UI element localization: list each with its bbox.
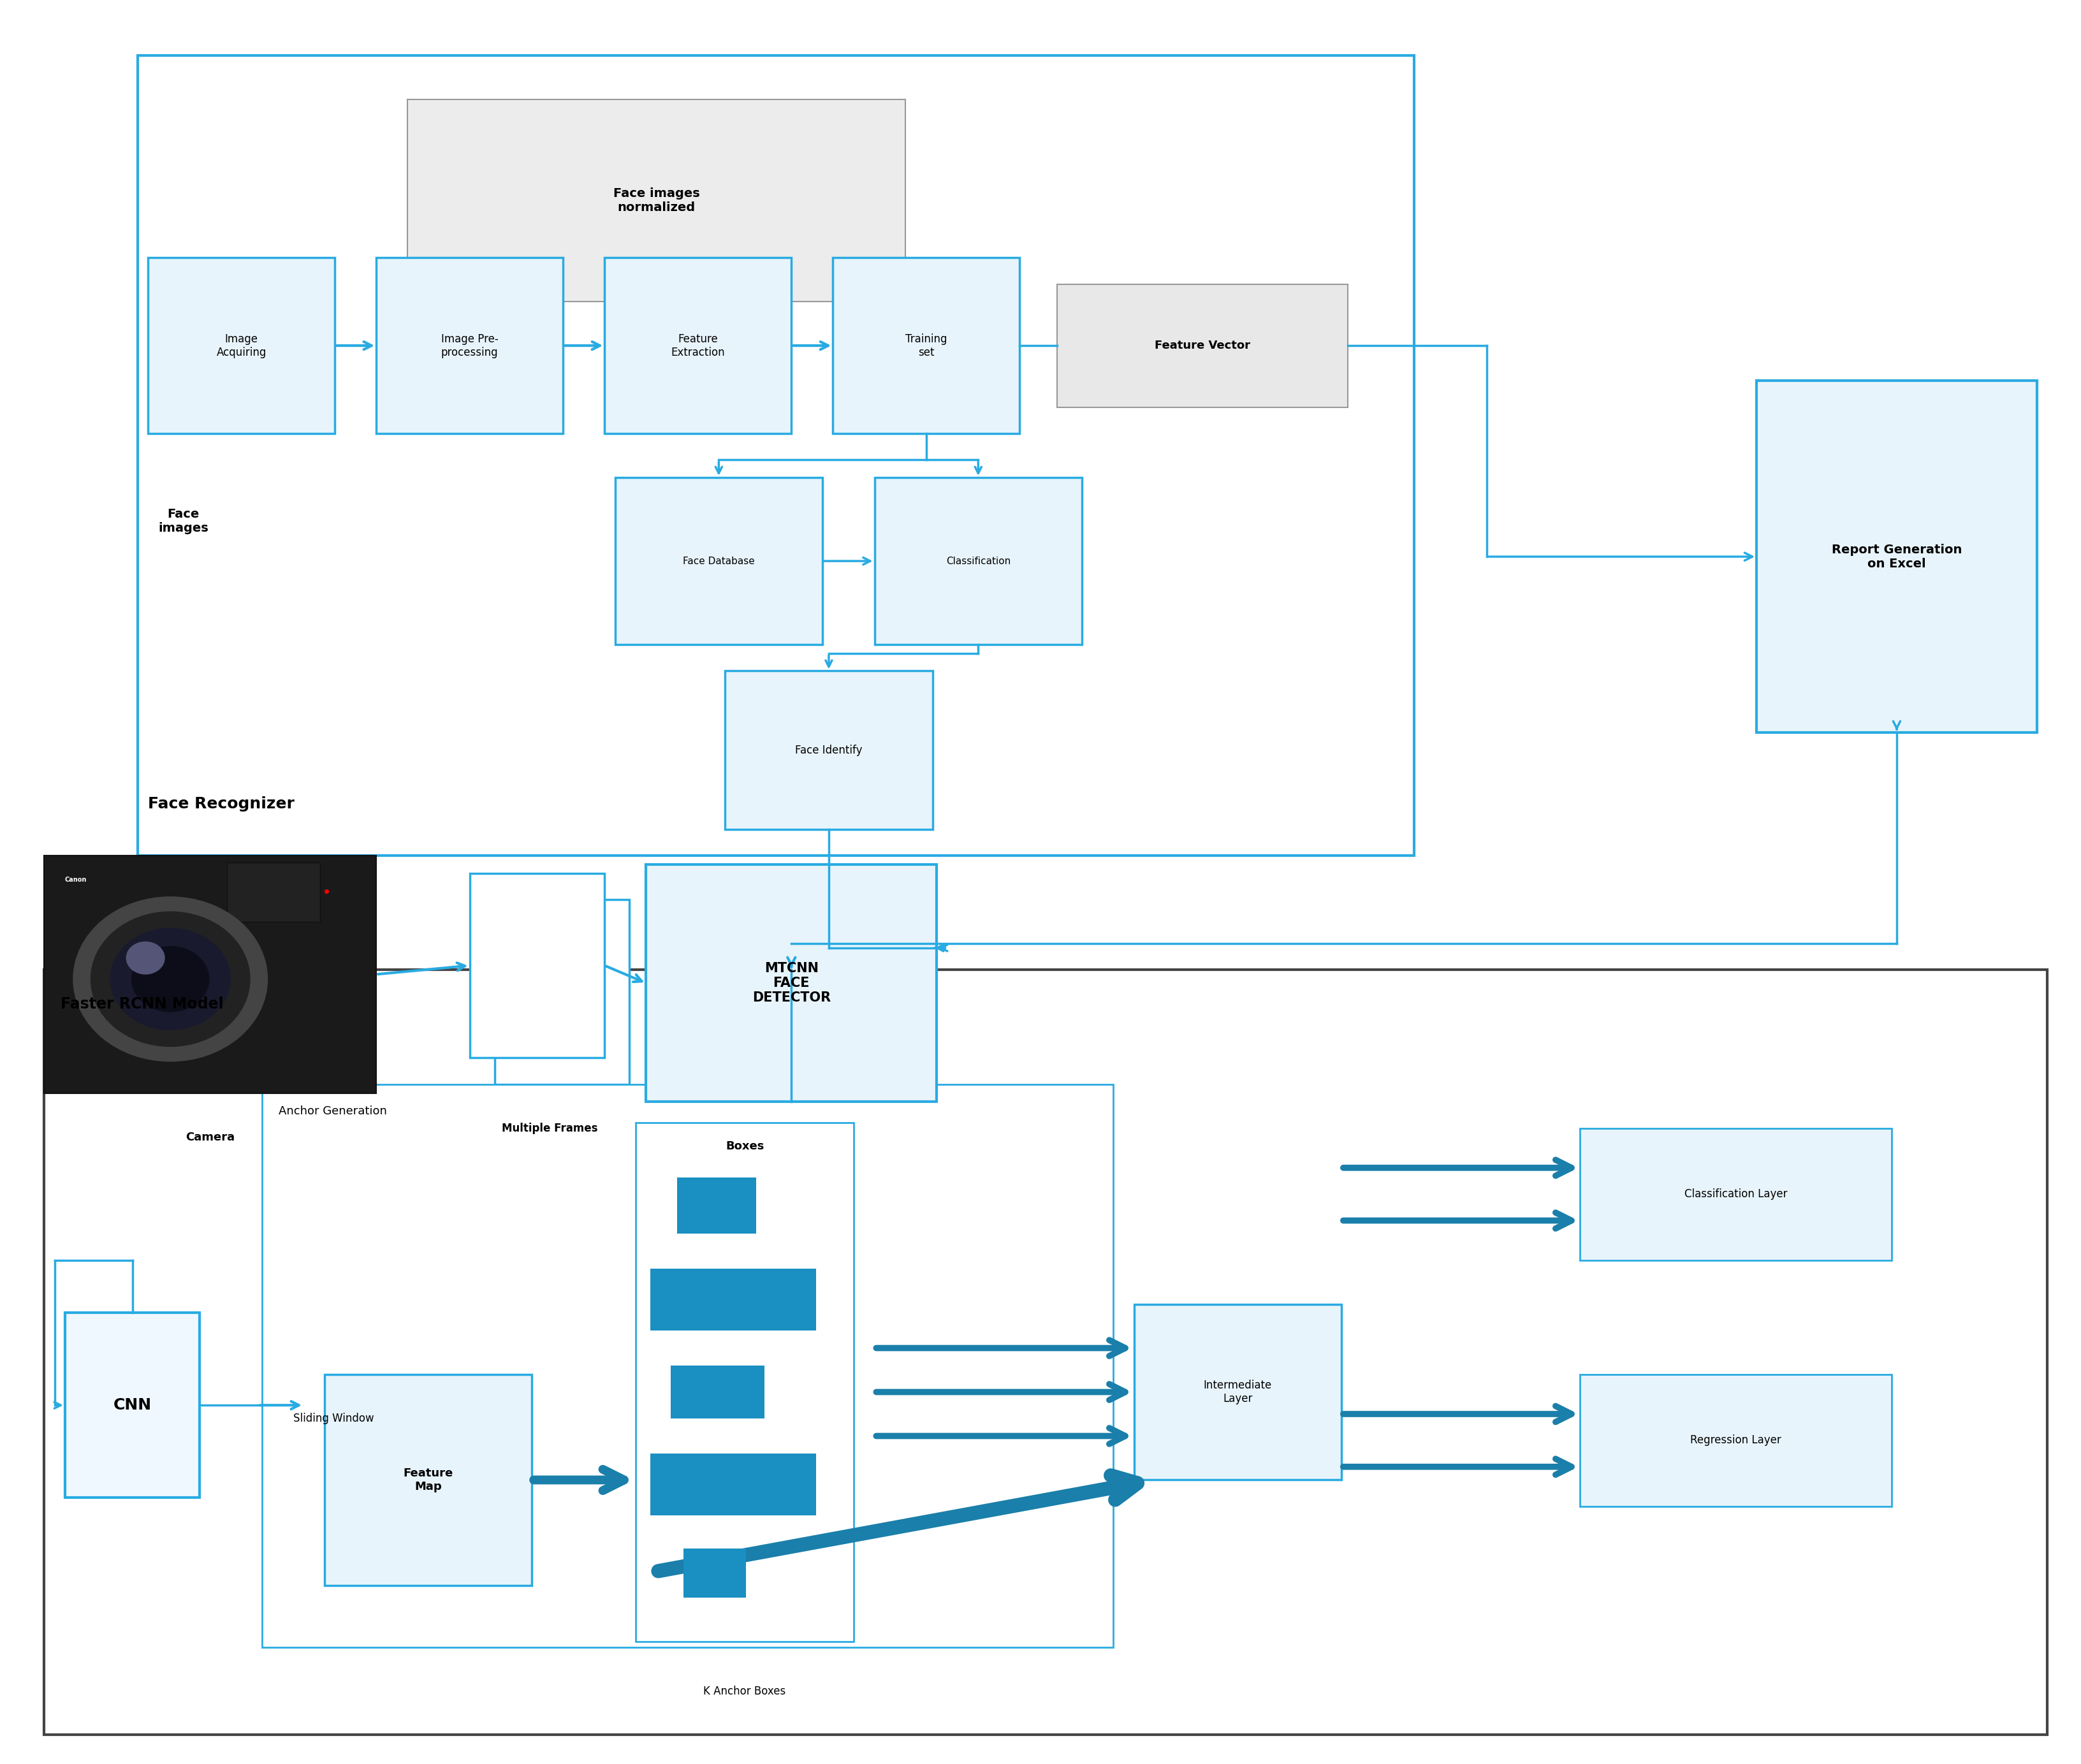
Text: Face Database: Face Database (683, 556, 755, 566)
Bar (874, 478, 1082, 644)
Text: Canon: Canon (65, 877, 87, 884)
Bar (616, 478, 822, 644)
Text: CNN: CNN (112, 1397, 152, 1413)
Text: Multiple Frames: Multiple Frames (502, 1122, 597, 1134)
Circle shape (89, 912, 250, 1046)
Text: Feature
Extraction: Feature Extraction (670, 333, 724, 358)
Bar (1134, 1304, 1342, 1480)
Bar (635, 1124, 853, 1642)
Bar (44, 970, 2048, 1736)
Text: Classification: Classification (947, 556, 1011, 566)
Bar (724, 670, 932, 829)
Bar (670, 1365, 764, 1418)
Bar (377, 258, 564, 434)
Bar (676, 1177, 755, 1233)
Bar (262, 1085, 1113, 1648)
Bar (1756, 381, 2037, 732)
Bar (832, 258, 1020, 434)
Bar (649, 1268, 816, 1330)
Text: Image Pre-
processing: Image Pre- processing (441, 333, 497, 358)
Text: MTCNN
FACE
DETECTOR: MTCNN FACE DETECTOR (751, 961, 830, 1004)
Text: K Anchor Boxes: K Anchor Boxes (703, 1686, 787, 1697)
Text: Intermediate
Layer: Intermediate Layer (1203, 1379, 1271, 1404)
Bar (325, 1374, 533, 1586)
Text: Feature
Map: Feature Map (404, 1468, 454, 1492)
Bar (470, 873, 606, 1058)
Circle shape (131, 946, 210, 1013)
Circle shape (127, 942, 164, 974)
Text: Report Generation
on Excel: Report Generation on Excel (1831, 543, 1962, 570)
Text: Boxes: Boxes (726, 1141, 764, 1152)
Bar (645, 864, 936, 1102)
Circle shape (110, 928, 231, 1030)
Bar (1057, 284, 1348, 407)
Bar (408, 99, 905, 302)
Text: Face
images: Face images (158, 508, 208, 534)
Text: Anchor Generation: Anchor Generation (279, 1106, 387, 1117)
Text: Face Identify: Face Identify (795, 744, 862, 755)
Text: Sliding Window: Sliding Window (293, 1413, 375, 1424)
Bar (683, 1549, 745, 1598)
Text: Training
set: Training set (905, 333, 947, 358)
Bar (44, 856, 377, 1094)
Text: Feature Vector: Feature Vector (1155, 340, 1251, 351)
Text: Face Recognizer: Face Recognizer (148, 796, 296, 811)
Bar (649, 1454, 816, 1515)
Bar (227, 863, 320, 923)
Text: Regression Layer: Regression Layer (1690, 1434, 1781, 1446)
Text: Faster RCNN Model: Faster RCNN Model (60, 997, 225, 1011)
Bar (495, 900, 631, 1085)
Bar (1579, 1129, 1892, 1259)
Bar (1579, 1374, 1892, 1506)
Text: Face images
normalized: Face images normalized (614, 187, 699, 213)
Text: Image
Acquiring: Image Acquiring (216, 333, 266, 358)
Circle shape (73, 896, 268, 1062)
Bar (65, 1312, 200, 1498)
Bar (606, 258, 791, 434)
Bar (148, 258, 335, 434)
Text: Camera: Camera (185, 1131, 235, 1143)
Bar (137, 55, 1415, 856)
Text: Classification Layer: Classification Layer (1684, 1189, 1788, 1200)
